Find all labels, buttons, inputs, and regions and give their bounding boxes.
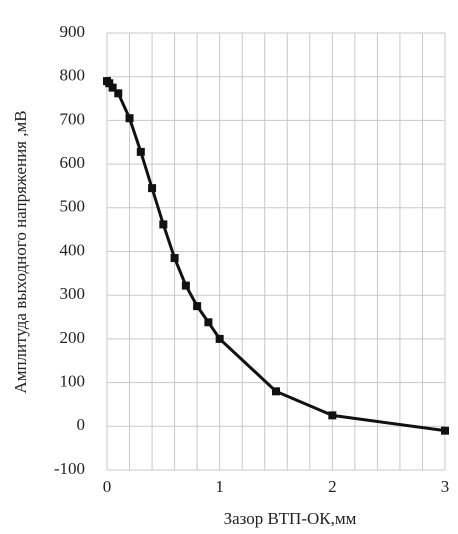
marker — [170, 254, 179, 263]
marker — [181, 281, 190, 290]
marker — [148, 184, 157, 193]
marker — [136, 147, 145, 156]
y-tick-label: 900 — [60, 22, 86, 41]
y-tick-label: 700 — [60, 109, 86, 128]
marker — [105, 79, 114, 88]
marker — [441, 426, 449, 435]
y-tick-label: 600 — [60, 153, 86, 172]
y-tick-label: 800 — [60, 66, 86, 85]
marker — [159, 220, 168, 229]
x-tick-label: 0 — [103, 477, 112, 496]
line — [105, 79, 446, 433]
marker — [114, 89, 123, 98]
y-tick-label: 200 — [60, 328, 86, 347]
x-tick-label: 3 — [441, 477, 450, 496]
marker — [328, 411, 337, 420]
marker — [215, 334, 224, 343]
marker — [204, 318, 213, 327]
y-tick-label: -100 — [54, 459, 85, 478]
marker — [193, 302, 202, 311]
y-tick-label: 0 — [77, 415, 86, 434]
y-tick-label: 500 — [60, 197, 86, 216]
y-axis-label: Амплитуда выходного напряжения ,мВ — [11, 110, 30, 393]
marker — [108, 83, 117, 92]
x-tick-label: 2 — [328, 477, 337, 496]
y-tick-label: 100 — [60, 372, 86, 391]
y-tick-label: 300 — [60, 284, 86, 303]
x-axis-label: Зазор ВТП-ОК,мм — [224, 509, 357, 528]
y-tick-label: 400 — [60, 240, 86, 259]
marker — [125, 114, 134, 123]
marker — [272, 387, 280, 396]
x-tick-label: 1 — [215, 477, 224, 496]
